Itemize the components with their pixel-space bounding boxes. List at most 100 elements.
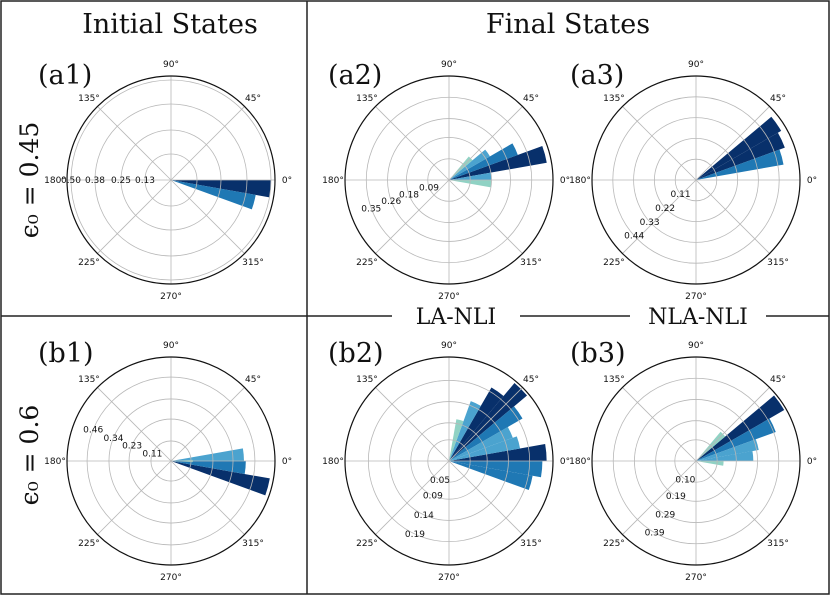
- angular-gridline: [170, 387, 245, 462]
- polar-bar: [696, 149, 784, 180]
- angle-tick-label: 45°: [770, 94, 786, 104]
- polar-spine: [344, 75, 554, 285]
- polar-bar: [696, 132, 785, 180]
- polar-bar: [449, 419, 464, 461]
- angle-tick-label: 225°: [78, 258, 100, 268]
- polar-bar: [171, 461, 246, 474]
- panel-label-a2: (a2): [328, 60, 382, 91]
- angle-tick-label: 315°: [520, 539, 542, 549]
- radial-tick-label: 0.50: [61, 176, 81, 186]
- radial-tick-label: 0.34: [103, 434, 123, 444]
- angle-tick-label: 270°: [160, 573, 182, 583]
- angle-tick-label: 0°: [282, 176, 292, 186]
- radial-tick-label: 0.19: [405, 530, 425, 540]
- radial-tick-label: 0.19: [666, 492, 686, 502]
- label-la-nli: LA-NLI: [416, 305, 496, 330]
- angular-gridline: [695, 106, 770, 181]
- angle-tick-label: 90°: [441, 60, 457, 70]
- radial-tick-label: 0.09: [419, 183, 439, 193]
- angle-tick-label: 135°: [603, 375, 625, 385]
- angle-tick-label: 0°: [807, 457, 817, 467]
- radial-tick-label: 0.26: [381, 197, 401, 207]
- header-final-states: Final States: [486, 9, 650, 40]
- angular-gridline: [375, 387, 450, 462]
- polar-bar: [171, 448, 244, 461]
- angle-tick-label: 0°: [282, 457, 292, 467]
- angle-tick-label: 135°: [603, 94, 625, 104]
- polar-bar: [449, 427, 513, 461]
- angle-tick-label: 0°: [560, 176, 570, 186]
- angle-tick-label: 225°: [78, 539, 100, 549]
- angular-gridline: [375, 179, 450, 254]
- panel-label-b1: (b1): [38, 338, 94, 369]
- radial-tick-label: 0.39: [645, 529, 665, 539]
- polar-bar: [696, 451, 754, 461]
- angular-gridline: [448, 460, 523, 535]
- angle-tick-label: 315°: [767, 258, 789, 268]
- angle-tick-label: 45°: [770, 375, 786, 385]
- angle-tick-label: 315°: [767, 539, 789, 549]
- angular-gridline: [448, 387, 523, 462]
- polar-bar: [449, 146, 547, 180]
- radial-tick-label: 0.38: [85, 176, 105, 186]
- angle-tick-label: 225°: [356, 258, 378, 268]
- polar-spine: [591, 75, 801, 285]
- angle-tick-label: 180°: [322, 457, 344, 467]
- header-initial-states: Initial States: [82, 9, 258, 40]
- radial-tick-label: 0.05: [430, 476, 450, 486]
- angle-tick-label: 180°: [569, 457, 591, 467]
- polar-bar: [449, 461, 533, 491]
- panel-label-b2: (b2): [328, 338, 384, 369]
- angular-gridline: [97, 106, 172, 181]
- radial-tick-label: 0.35: [361, 204, 381, 214]
- radial-tick-label: 0.46: [83, 426, 103, 436]
- angle-tick-label: 90°: [441, 341, 457, 351]
- angle-tick-label: 90°: [688, 341, 704, 351]
- angle-tick-label: 315°: [242, 258, 264, 268]
- angular-gridline: [448, 106, 523, 181]
- radial-tick-label: 0.25: [111, 176, 131, 186]
- polar-bar: [449, 149, 490, 180]
- angle-tick-label: 45°: [523, 375, 539, 385]
- radial-tick-label: 0.09: [423, 492, 443, 502]
- angle-tick-label: 45°: [523, 94, 539, 104]
- angular-gridline: [97, 387, 172, 462]
- panel-label-b3: (b3): [570, 338, 626, 369]
- angular-gridline: [375, 460, 450, 535]
- polar-plot-a2: 0° 45° 90° 135° 180° 225° 270° 315° 0.090.180.26…: [322, 60, 570, 302]
- polar-plot-b2: 0° 45° 90° 135° 180° 225° 270° 315° 0.05 0.09 0.14…: [322, 341, 570, 583]
- angular-gridline: [695, 460, 770, 535]
- polar-plot-a1: 0° 45° 90° 135° 180° 225° 270° 315° 0.13 0.25 0.38…: [44, 60, 292, 302]
- angle-tick-label: 180°: [569, 176, 591, 186]
- radial-tick-label: 0.10: [675, 475, 695, 485]
- radial-tick-label: 0.11: [671, 190, 691, 200]
- polar-bar: [449, 143, 518, 180]
- polar-plot-b1: 0° 45° 90° 135° 180° 225° 270° 315° 0.110.230.34…: [44, 341, 292, 583]
- polar-bar: [449, 387, 504, 461]
- polar-spine: [66, 75, 276, 285]
- angle-tick-label: 270°: [438, 292, 460, 302]
- angular-gridline: [170, 106, 245, 181]
- polar-bar: [696, 116, 782, 180]
- angular-gridline: [695, 179, 770, 254]
- angular-gridline: [622, 387, 697, 462]
- angle-tick-label: 225°: [356, 539, 378, 549]
- radial-tick-label: 0.29: [655, 510, 675, 520]
- angular-gridline: [97, 179, 172, 254]
- row-label-eps-045: ϵ₀ = 0.45: [15, 122, 44, 239]
- angular-gridline: [448, 179, 523, 254]
- polar-plot-b3: 0° 45° 90° 135° 180° 225° 270° 315° 0.10 0.19 0.29…: [569, 341, 817, 583]
- angle-tick-label: 135°: [356, 375, 378, 385]
- polar-bar: [171, 461, 270, 496]
- angle-tick-label: 90°: [688, 60, 704, 70]
- angle-tick-label: 225°: [603, 258, 625, 268]
- angle-tick-label: 45°: [245, 94, 261, 104]
- polar-spine: [344, 356, 554, 566]
- angle-tick-label: 270°: [685, 573, 707, 583]
- angle-tick-label: 270°: [160, 292, 182, 302]
- polar-bar: [449, 444, 547, 461]
- angle-tick-label: 225°: [603, 539, 625, 549]
- angle-tick-label: 180°: [44, 457, 66, 467]
